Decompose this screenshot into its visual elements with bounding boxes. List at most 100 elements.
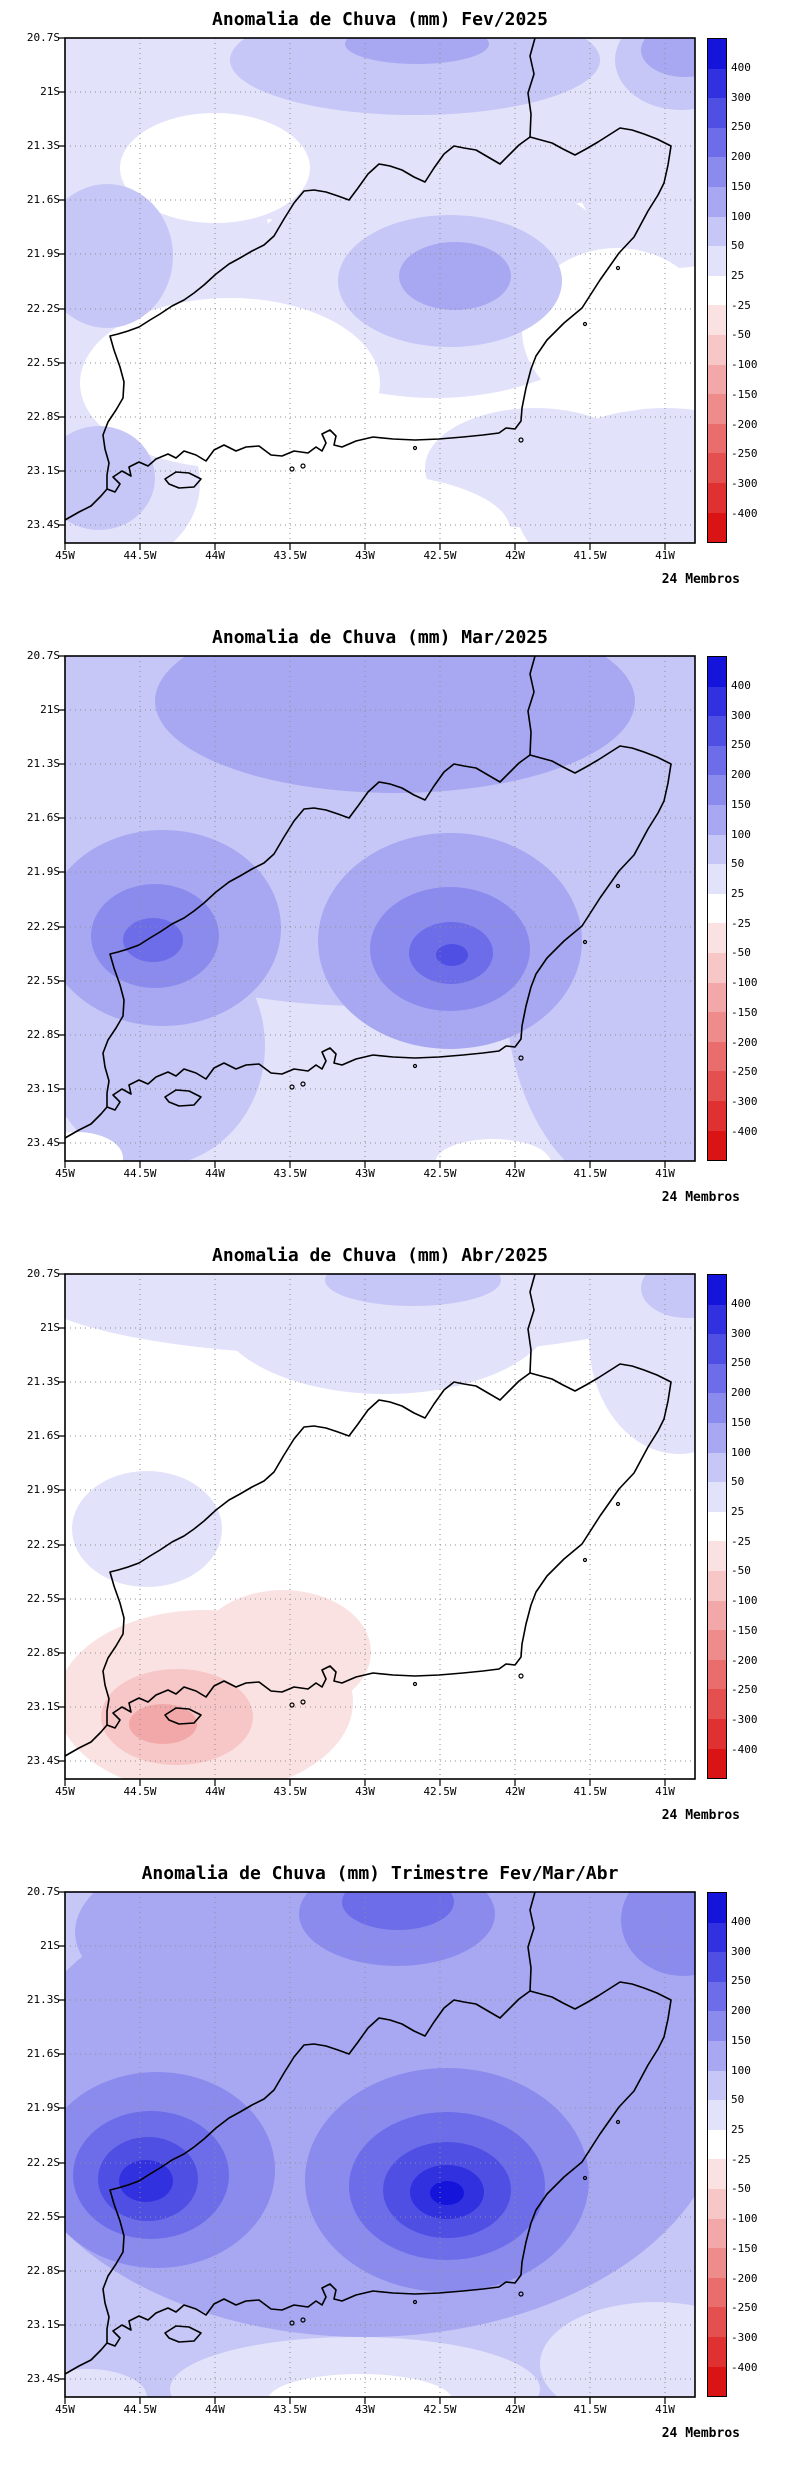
- panel-title: Anomalia de Chuva (mm) Fev/2025: [212, 9, 548, 30]
- colorbar-segment: [708, 893, 726, 924]
- colorbar-segment: [708, 2070, 726, 2101]
- lat-tick-label: 23.4S: [26, 1135, 60, 1149]
- lat-tick-label: 22.5S: [26, 973, 60, 987]
- panel-fev-2025: Anomalia de Chuva (mm) Fev/2025 20.7S 21S…: [0, 0, 800, 618]
- anomaly-shading: [65, 656, 695, 1161]
- colorbar-tick-label: 150: [731, 179, 751, 193]
- colorbar-segment: [708, 1071, 726, 1101]
- colorbar-segment: [708, 982, 726, 1013]
- members-label: 24 Membros: [661, 572, 740, 587]
- lon-tick-label: 41.5W: [573, 1167, 607, 1180]
- lat-tick-label: 23.1S: [26, 463, 60, 477]
- colorbar-segment: [708, 127, 726, 158]
- lon-tick-label: 42.5W: [423, 1785, 457, 1798]
- colorbar-tick-label: -50: [731, 2182, 751, 2196]
- colorbar-segment: [708, 1748, 726, 1779]
- colorbar-segment: [708, 1363, 726, 1394]
- lat-tick-label: 21.9S: [26, 2101, 60, 2115]
- colorbar-tick-label: -400: [731, 1742, 758, 1756]
- colorbar-tick-label: 250: [731, 1356, 751, 1370]
- colorbar: [707, 1892, 727, 2397]
- colorbar-segment: [708, 186, 726, 217]
- colorbar-labels: 400 300 250 200 150 100 50 25 -25 -50 -100 -150 -200…: [731, 1915, 775, 2374]
- colorbar-tick-label: -100: [731, 1594, 758, 1608]
- colorbar-tick-label: 50: [731, 1475, 745, 1489]
- lat-tick-label: 22.2S: [26, 301, 60, 315]
- lat-tick-label: 21S: [40, 85, 60, 99]
- lon-tick-label: 42W: [505, 2403, 525, 2416]
- colorbar-segment: [708, 1393, 726, 1423]
- lon-axis: 45W 44.5W 44W 43.5W 43W 42.5W 42W 41.5W 41W: [45, 2403, 685, 2416]
- colorbar-segment: [708, 423, 726, 454]
- colorbar-segment: [708, 1482, 726, 1512]
- colorbar-segment: [708, 1570, 726, 1601]
- lon-tick-label: 44W: [205, 1785, 225, 1798]
- colorbar-segment: [708, 1275, 726, 1305]
- anomaly-shading: [65, 1274, 695, 1779]
- lat-axis: 20.7S 21S 21.3S 21.6S 21.9S 22.2S 22.5S 22.8S 23…: [4, 1268, 60, 1767]
- colorbar-tick-label: -300: [731, 1095, 758, 1109]
- lat-tick-label: 21.3S: [26, 139, 60, 153]
- colorbar-segment: [708, 2336, 726, 2367]
- colorbar-segment: [708, 2277, 726, 2308]
- lon-tick-label: 44.5W: [123, 549, 157, 562]
- colorbar-segment: [708, 305, 726, 335]
- lat-tick-label: 21.6S: [26, 811, 60, 825]
- colorbar-tick-label: -25: [731, 1534, 751, 1548]
- colorbar-tick-label: 25: [731, 2123, 745, 2137]
- colorbar-tick-label: 150: [731, 2033, 751, 2047]
- colorbar-tick-label: -250: [731, 447, 758, 461]
- colorbar-segment: [708, 2129, 726, 2160]
- lat-tick-label: 23.4S: [26, 517, 60, 531]
- colorbar-tick-label: 50: [731, 2093, 745, 2107]
- lon-tick-label: 42.5W: [423, 1167, 457, 1180]
- panel-mar-2025: Anomalia de Chuva (mm) Mar/2025 20.7S 21S…: [0, 618, 800, 1236]
- colorbar-tick-label: 50: [731, 239, 745, 253]
- lon-tick-label: 43.5W: [273, 2403, 307, 2416]
- colorbar-tick-label: -25: [731, 916, 751, 930]
- lat-tick-label: 20.7S: [26, 1885, 60, 1898]
- colorbar-segment: [708, 1012, 726, 1042]
- colorbar-labels: 400 300 250 200 150 100 50 25 -25 -50 -100 -150 -200…: [731, 679, 775, 1138]
- colorbar-segment: [708, 364, 726, 395]
- lat-tick-label: 21.6S: [26, 2047, 60, 2061]
- colorbar-tick-label: 400: [731, 1915, 751, 1928]
- colorbar-segment: [708, 334, 726, 365]
- lat-tick-label: 21.3S: [26, 1993, 60, 2007]
- colorbar-tick-label: -250: [731, 1683, 758, 1697]
- colorbar-tick-label: 100: [731, 209, 751, 223]
- colorbar-tick-label: 250: [731, 120, 751, 134]
- lon-tick-label: 44W: [205, 1167, 225, 1180]
- colorbar-segment: [708, 834, 726, 865]
- colorbar-tick-label: -400: [731, 2360, 758, 2374]
- colorbar-segment: [708, 1541, 726, 1571]
- colorbar-tick-label: -50: [731, 328, 751, 342]
- colorbar-tick-label: 200: [731, 2004, 751, 2018]
- lat-tick-label: 20.7S: [26, 31, 60, 44]
- lon-tick-label: 43.5W: [273, 1167, 307, 1180]
- lat-tick-label: 20.7S: [26, 1267, 60, 1280]
- colorbar-segment: [708, 1304, 726, 1335]
- colorbar-segment: [708, 2307, 726, 2337]
- colorbar-segment: [708, 1130, 726, 1161]
- colorbar-segment: [708, 275, 726, 306]
- colorbar-tick-label: -200: [731, 417, 758, 431]
- colorbar-tick-label: -200: [731, 2271, 758, 2285]
- colorbar-tick-label: 300: [731, 708, 751, 722]
- colorbar-tick-label: 300: [731, 90, 751, 104]
- lat-tick-label: 23.1S: [26, 1699, 60, 1713]
- lat-tick-label: 21.3S: [26, 1375, 60, 1389]
- lon-tick-label: 42W: [505, 1785, 525, 1798]
- colorbar-tick-label: 200: [731, 1386, 751, 1400]
- lon-tick-label: 43.5W: [273, 549, 307, 562]
- colorbar-segment: [708, 1952, 726, 1982]
- map-plot: [57, 1891, 696, 2405]
- colorbar-tick-label: 400: [731, 61, 751, 74]
- colorbar-tick-label: -400: [731, 506, 758, 520]
- colorbar-segment: [708, 952, 726, 983]
- colorbar-tick-label: -50: [731, 1564, 751, 1578]
- lon-tick-label: 42.5W: [423, 549, 457, 562]
- colorbar-segment: [708, 1922, 726, 1953]
- colorbar-tick-label: 100: [731, 2063, 751, 2077]
- anomaly-map-svg: [57, 655, 696, 1169]
